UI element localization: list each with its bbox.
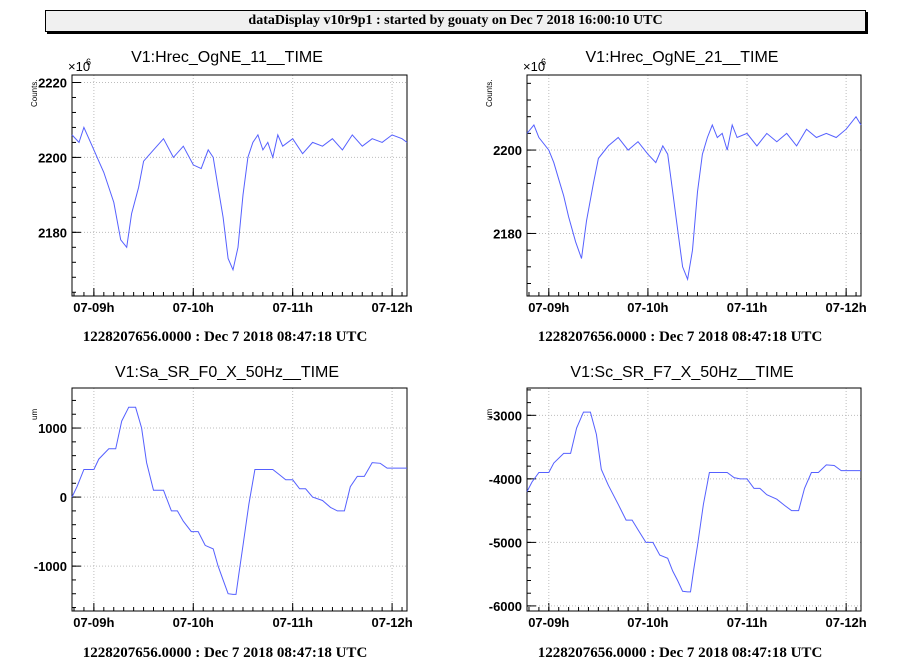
axis-exponent-power: 6 (86, 57, 91, 67)
x-tick-label: 07-10h (173, 300, 214, 315)
chart-title: V1:Sc_SR_F7_X_50Hz__TIME (570, 364, 793, 381)
y-axis-label: um (30, 409, 39, 420)
y-tick-label: -6000 (489, 599, 522, 614)
chart-hrec-ogne-21: V1:Hrec_OgNE_21__TIME 07-09h 07-10h 07-11h 0… (485, 49, 867, 315)
series-line (71, 126, 408, 272)
x-tick-label: 07-09h (73, 615, 114, 630)
chart-title: V1:Hrec_OgNE_21__TIME (586, 49, 779, 66)
x-tick-label: 07-11h (272, 615, 313, 630)
y-tick-label: 2180 (493, 226, 522, 241)
chart-sa-sr-f0: V1:Sa_SR_F0_X_50Hz__TIME 07-09h 07-10h 07-1… (30, 364, 413, 630)
x-tick-label: 07-11h (272, 300, 313, 315)
y-tick-label: 1000 (38, 421, 67, 436)
plot-frame (526, 74, 862, 297)
x-tick-label: 07-09h (73, 300, 114, 315)
x-tick-label: 07-11h (727, 615, 768, 630)
axis-exponent-power: 6 (541, 57, 546, 67)
y-tick-label: 2180 (38, 225, 67, 240)
series-line (526, 411, 861, 593)
plot-frame (526, 387, 862, 612)
y-axis-label: Counts. (485, 79, 494, 107)
x-tick-label: 07-11h (727, 300, 768, 315)
plot-frame (71, 387, 408, 612)
x-tick-label: 07-09h (528, 615, 569, 630)
y-tick-label: 2200 (38, 150, 67, 165)
timestamp-footer: 1228207656.0000 : Dec 7 2018 08:47:18 UT… (82, 329, 368, 345)
series-line (526, 115, 862, 282)
timestamp-footer: 1228207656.0000 : Dec 7 2018 08:47:18 UT… (537, 645, 823, 661)
chart-title: V1:Sa_SR_F0_X_50Hz__TIME (115, 364, 339, 381)
x-tick-label: 07-10h (173, 615, 214, 630)
timestamp-footer: 1228207656.0000 : Dec 7 2018 08:47:18 UT… (82, 645, 368, 661)
plot-frame (71, 74, 408, 297)
series-line (71, 406, 407, 595)
axis-exponent-label: ×10 (523, 59, 545, 74)
y-tick-label: -4000 (489, 472, 522, 487)
timestamp-footer: 1228207656.0000 : Dec 7 2018 08:47:18 UT… (537, 329, 823, 345)
x-tick-label: 07-10h (627, 300, 668, 315)
x-tick-label: 07-12h (826, 615, 867, 630)
x-tick-label: 07-10h (627, 615, 668, 630)
y-tick-label: -5000 (489, 535, 522, 550)
y-axis-label: um (485, 409, 494, 420)
y-tick-label: 2220 (38, 75, 67, 90)
chart-title: V1:Hrec_OgNE_11__TIME (131, 49, 323, 66)
window-title-bar: dataDisplay v10r9p1 : started by gouaty … (45, 10, 866, 32)
y-tick-label: -3000 (489, 408, 522, 423)
x-tick-label: 07-12h (826, 300, 867, 315)
x-tick-label: 07-12h (371, 300, 412, 315)
y-tick-label: -1000 (34, 559, 67, 574)
y-tick-label: 2200 (493, 143, 522, 158)
chart-sc-sr-f7: V1:Sc_SR_F7_X_50Hz__TIME 07-09h 07-10h 07-1… (485, 364, 867, 630)
chart-hrec-ogne-11: V1:Hrec_OgNE_11__TIME 07-09h 07-10h 07-11h 0… (30, 49, 413, 315)
x-tick-label: 07-12h (371, 615, 412, 630)
y-axis-label: Counts. (30, 79, 39, 107)
y-tick-label: 0 (60, 490, 67, 505)
axis-exponent-label: ×10 (68, 59, 90, 74)
window-title: dataDisplay v10r9p1 : started by gouaty … (248, 13, 663, 28)
x-tick-label: 07-09h (528, 300, 569, 315)
